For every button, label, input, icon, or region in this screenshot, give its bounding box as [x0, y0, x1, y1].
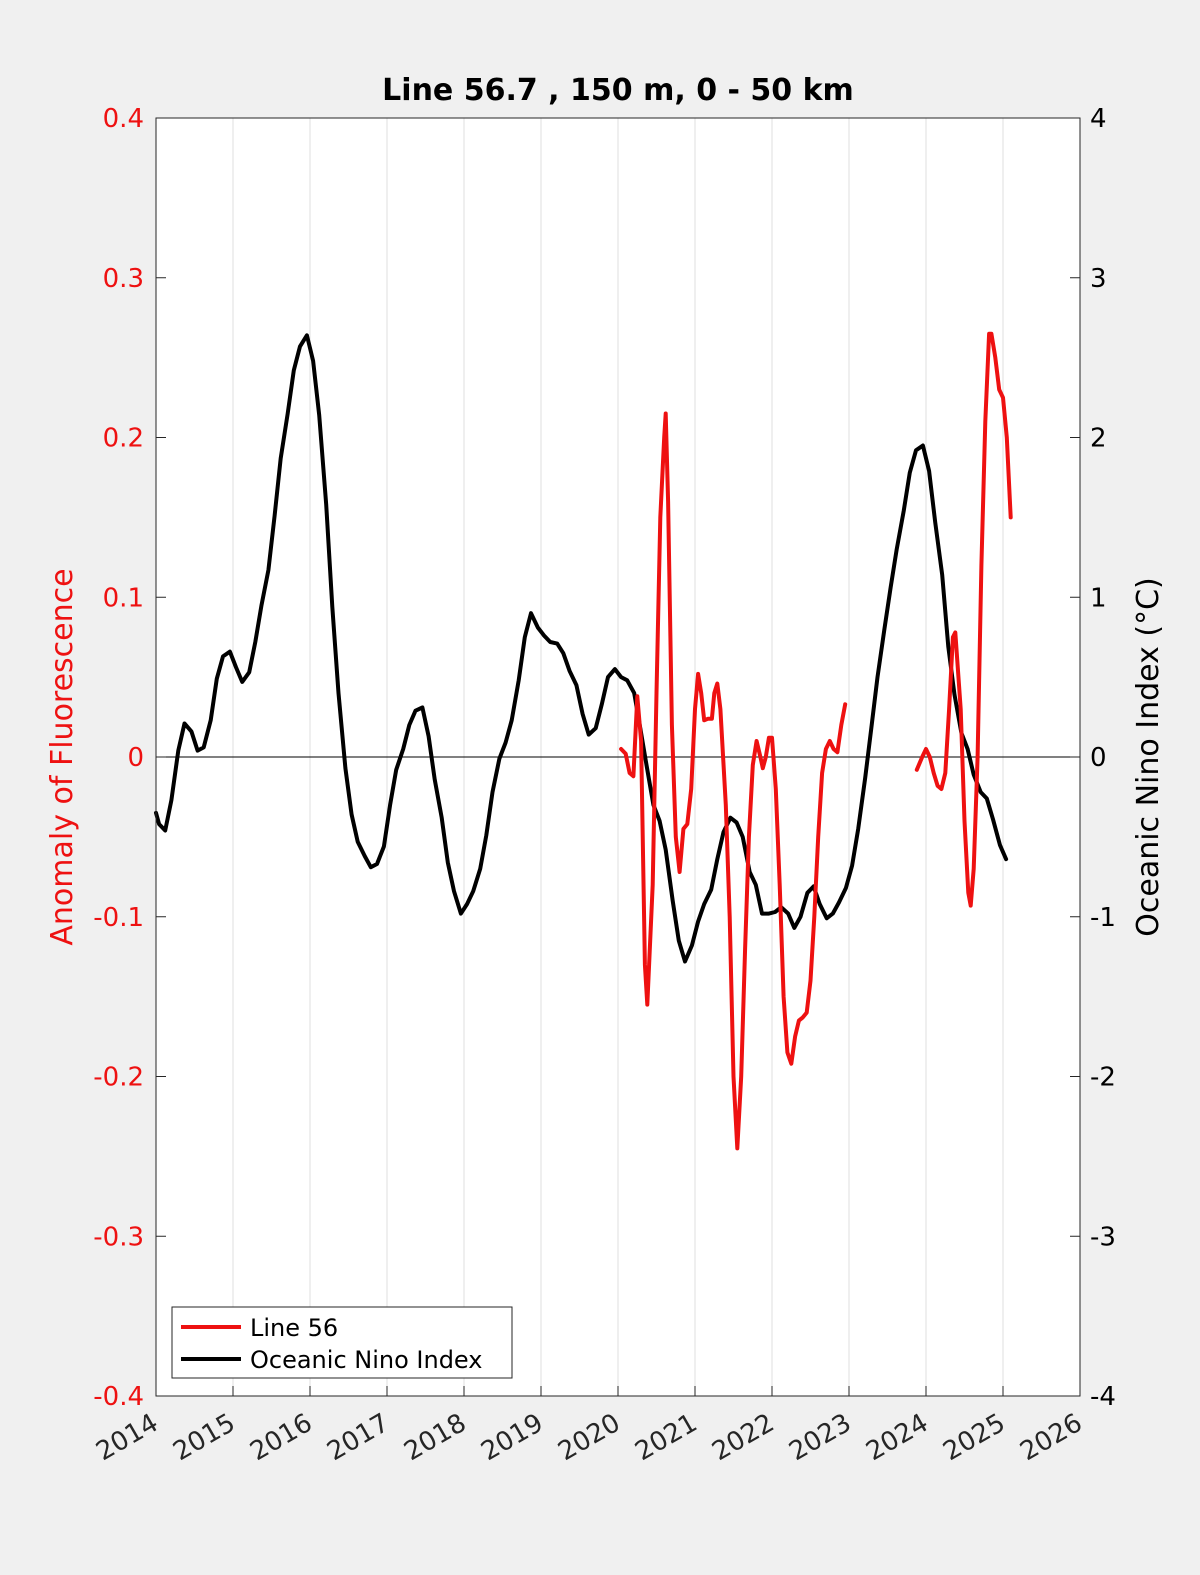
- x-tick-label: 2018: [399, 1408, 471, 1467]
- right-y-tick-label: 0: [1090, 743, 1107, 773]
- line56-series-segment: [914, 331, 1013, 908]
- legend-label-oni: Oceanic Nino Index: [250, 1346, 482, 1374]
- x-tick-label: 2022: [707, 1408, 779, 1467]
- x-tick-label: 2023: [784, 1408, 856, 1467]
- legend: Line 56 Oceanic Nino Index: [171, 1306, 513, 1379]
- x-tick-label: 2026: [1015, 1408, 1087, 1467]
- legend-box: [171, 1306, 513, 1379]
- left-y-tick-label: -0.3: [93, 1222, 144, 1252]
- right-y-tick-label: -1: [1090, 903, 1116, 933]
- left-y-tick-label: 0.3: [103, 264, 144, 294]
- x-tick-label: 2021: [630, 1408, 702, 1467]
- x-tick-label: 2019: [476, 1408, 548, 1467]
- right-y-tick-label: 1: [1090, 583, 1107, 613]
- right-y-tick-label: 4: [1090, 104, 1107, 134]
- right-y-axis-ticks: -4 -3 -2 -1 0 1 2 3 4: [1070, 104, 1116, 1412]
- left-y-tick-label: -0.4: [93, 1382, 144, 1412]
- right-y-tick-label: -3: [1090, 1222, 1116, 1252]
- line56-series-segment: [619, 411, 848, 1151]
- oni-series-line: [154, 333, 1009, 964]
- legend-label-line56: Line 56: [250, 1314, 338, 1342]
- x-tick-label: 2025: [938, 1408, 1010, 1467]
- right-y-tick-label: -2: [1090, 1063, 1116, 1093]
- left-y-axis-ticks: -0.4 -0.3 -0.2 -0.1 0 0.1 0.2 0.3 0.4: [93, 104, 166, 1412]
- right-y-tick-label: -4: [1090, 1382, 1116, 1412]
- left-y-tick-label: 0.1: [103, 583, 144, 613]
- series-layer: [154, 331, 1013, 1151]
- right-y-tick-label: 2: [1090, 424, 1107, 454]
- x-tick-label: 2020: [553, 1408, 625, 1467]
- left-y-tick-label: 0: [127, 743, 144, 773]
- chart-title: Line 56.7 , 150 m, 0 - 50 km: [382, 73, 854, 108]
- x-tick-label: 2024: [861, 1408, 933, 1467]
- x-tick-label: 2014: [91, 1408, 163, 1467]
- x-axis-ticks: 2014 2015 2016 2017 2018 2019 2020 2021 2022 2023…: [91, 1386, 1088, 1467]
- left-y-axis-label: Anomaly of Fluorescence: [45, 568, 80, 945]
- left-y-tick-label: -0.2: [93, 1063, 144, 1093]
- left-y-tick-label: 0.4: [103, 104, 144, 134]
- right-y-tick-label: 3: [1090, 264, 1107, 294]
- left-y-tick-label: 0.2: [103, 424, 144, 454]
- x-tick-label: 2016: [245, 1408, 317, 1467]
- right-y-axis-label: Oceanic Nino Index (°C): [1131, 577, 1166, 937]
- left-y-tick-label: -0.1: [93, 903, 144, 933]
- x-tick-label: 2015: [168, 1408, 240, 1467]
- x-tick-label: 2017: [322, 1408, 394, 1467]
